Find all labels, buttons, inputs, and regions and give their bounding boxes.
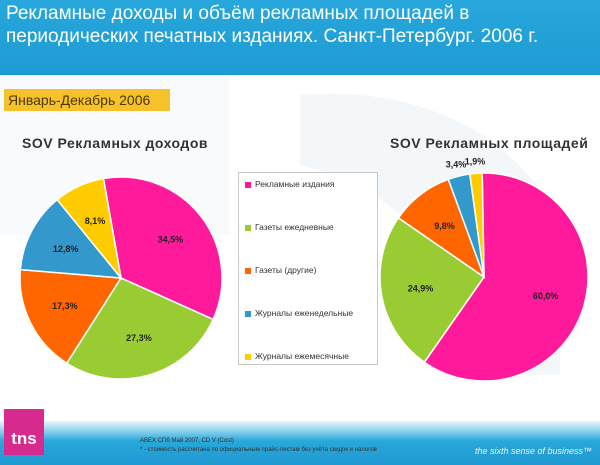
pie-data-label: 17,3%: [52, 301, 78, 311]
legend-item: Журналы ежемесячные: [245, 351, 349, 361]
pie-data-label: 8,1%: [85, 216, 106, 226]
pie-slice: [468, 172, 485, 278]
legend-label: Журналы еженедельные: [255, 308, 354, 318]
pie-charts: 34,5% 27,3% 17,3% 12,8% 8,1% 60,0% 24,9% 9,8% 3,…: [19, 156, 589, 382]
legend-swatch: [245, 267, 251, 274]
chart2-title: SOV Рекламных площадей: [390, 135, 589, 151]
pie-data-label: 9,8%: [434, 221, 455, 231]
legend-swatch: [245, 181, 251, 188]
pie-data-label: 60,0%: [533, 291, 559, 301]
page-title: Рекламные доходы и объём рекламных площа…: [6, 3, 539, 47]
pie-slice: [423, 172, 589, 382]
legend-item: Газеты ежедневные: [245, 222, 334, 232]
legend-swatch: [245, 310, 251, 317]
pie-data-label: 12,8%: [53, 244, 79, 254]
pie-slice: [19, 198, 123, 279]
header-bar: Рекламные доходы и объём рекламных площа…: [0, 0, 600, 75]
pie-slice: [65, 277, 215, 380]
legend-label: Рекламные издания: [255, 179, 335, 189]
pie-slice: [19, 268, 123, 365]
legend-swatch: [245, 353, 251, 360]
period-label: Январь-Декабрь 2006: [4, 89, 170, 111]
legend-label: Газеты ежедневные: [255, 222, 334, 232]
legend-item: Газеты (другие): [245, 265, 316, 275]
pie-slice: [56, 177, 123, 281]
pie-data-label: 34,5%: [158, 235, 184, 245]
legend-item: Рекламные издания: [245, 179, 334, 189]
pie-data-label: 3,4%: [446, 159, 467, 169]
pie-data-label: 27,3%: [126, 333, 152, 343]
footer-band: [0, 421, 600, 441]
tns-logo: tns: [4, 409, 44, 455]
cost-note: * - стоимость рассчитана по официальным …: [140, 447, 377, 453]
pie-slice: [102, 176, 223, 321]
source-note: ABEX СПб Май 2007, CD V (Cost): [140, 438, 234, 444]
pie-data-label: 24,9%: [408, 283, 434, 293]
legend-swatch: [245, 224, 251, 231]
pie-data-label: 1,9%: [465, 156, 486, 166]
tagline: the sixth sense of business™: [474, 446, 592, 456]
chart-legend: Рекламные издания Газеты ежедневные Газе…: [238, 172, 378, 365]
pie-slice: [379, 216, 486, 364]
chart1-title: SOV Рекламных доходов: [22, 135, 208, 151]
legend-label: Газеты (другие): [255, 265, 317, 275]
legend-label: Журналы ежемесячные: [255, 351, 349, 361]
legend-item: Журналы еженедельные: [245, 308, 353, 318]
footer-bar: [0, 421, 600, 465]
